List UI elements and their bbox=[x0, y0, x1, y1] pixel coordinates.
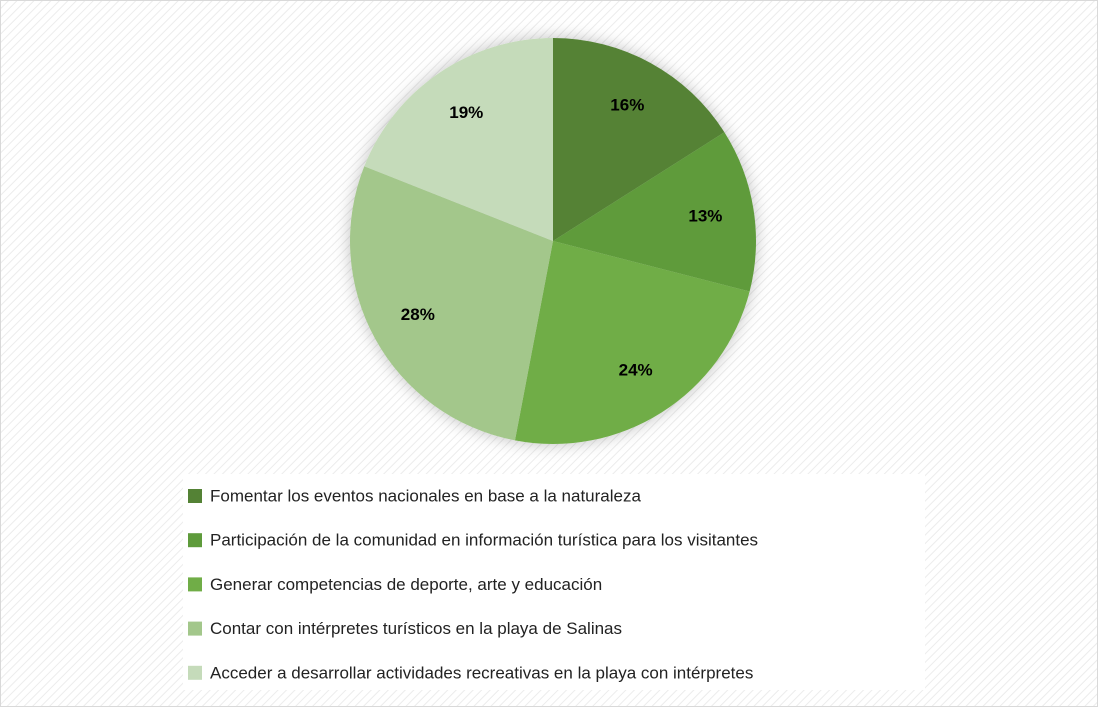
legend-label: Acceder a desarrollar actividades recrea… bbox=[210, 663, 753, 682]
pie-slice bbox=[553, 132, 756, 292]
legend-label: Generar competencias de deporte, arte y … bbox=[210, 575, 602, 594]
pie-slice bbox=[514, 241, 750, 444]
legend-label: Participación de la comunidad en informa… bbox=[210, 531, 758, 550]
data-label: 24% bbox=[619, 361, 653, 380]
legend-label: Contar con intérpretes turísticos en la … bbox=[210, 619, 622, 638]
data-label: 28% bbox=[401, 305, 435, 324]
legend-label: Fomentar los eventos nacionales en base … bbox=[210, 486, 641, 505]
pie-slice bbox=[364, 38, 553, 241]
legend-swatch bbox=[188, 665, 202, 680]
data-label: 19% bbox=[449, 103, 483, 122]
data-label: 16% bbox=[610, 95, 644, 114]
legend-swatch bbox=[188, 533, 202, 548]
legend-swatch bbox=[188, 621, 202, 636]
legend-swatch bbox=[188, 489, 202, 503]
data-label: 13% bbox=[688, 206, 722, 225]
pie bbox=[350, 38, 756, 444]
legend-box bbox=[183, 474, 925, 690]
pie-slice bbox=[350, 166, 553, 441]
pie-slice bbox=[553, 38, 725, 241]
legend-swatch bbox=[188, 577, 202, 592]
